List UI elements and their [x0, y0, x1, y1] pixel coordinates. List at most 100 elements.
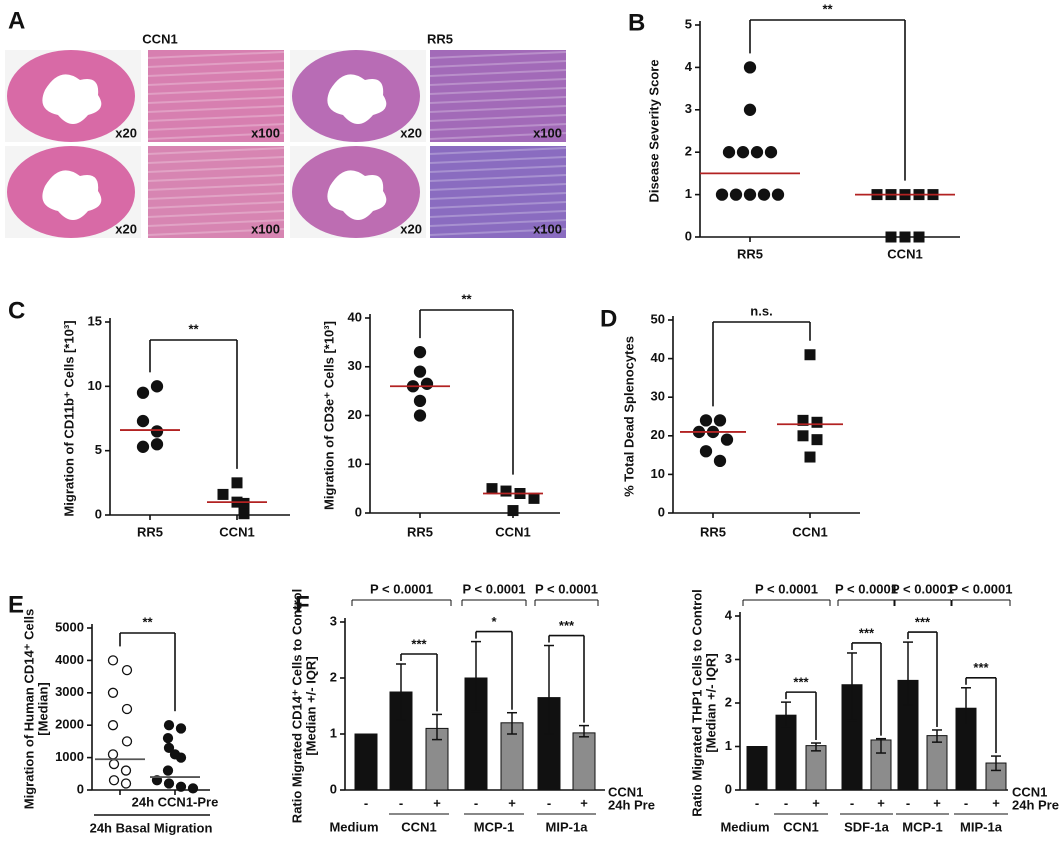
panel-letter: F — [295, 591, 310, 618]
error-bar — [432, 713, 442, 741]
fiber — [147, 132, 285, 140]
y-tick-label: 3 — [685, 101, 692, 116]
y-tick-label: 4000 — [55, 652, 84, 667]
data-point — [507, 505, 519, 517]
row-label: CCN1 — [608, 784, 643, 799]
x-tick-label: - — [755, 795, 759, 810]
y-tick-label: 0 — [355, 504, 362, 519]
y-tick-label: 0 — [685, 228, 692, 243]
significance-label: n.s. — [750, 303, 772, 318]
panel-letter: A — [8, 7, 25, 34]
data-point — [729, 188, 743, 201]
error-bar — [903, 641, 913, 706]
data-point — [528, 492, 540, 504]
row-label: 24h Pre — [608, 797, 655, 812]
fiber — [147, 183, 285, 191]
magnification: x20 — [400, 221, 422, 236]
y-tick-label: 0 — [658, 504, 665, 519]
data-point — [120, 765, 132, 776]
data-point — [713, 454, 727, 468]
data-point — [107, 655, 119, 666]
data-point — [151, 775, 163, 786]
x-tick-label: + — [992, 795, 1000, 810]
x-tick-label: - — [364, 795, 368, 810]
error-bar — [507, 711, 517, 735]
x-tick-label: CCN1 — [887, 246, 922, 261]
data-point — [722, 146, 736, 159]
data-point — [757, 188, 771, 201]
group-label: MCP-1 — [474, 819, 514, 834]
significance-label: *** — [411, 636, 427, 651]
data-point — [175, 723, 187, 734]
fiber — [147, 69, 285, 77]
magnification: x20 — [115, 221, 137, 236]
fiber — [429, 147, 567, 155]
fiber — [147, 228, 285, 236]
data-point — [804, 349, 816, 361]
fiber — [429, 201, 567, 209]
ventricle-lumen — [42, 74, 102, 124]
y-tick-label: 10 — [348, 456, 362, 471]
data-point — [713, 414, 727, 427]
group-label: Medium — [720, 819, 769, 834]
fiber — [429, 192, 567, 200]
histology-image — [430, 146, 566, 238]
error-bar — [811, 742, 821, 752]
y-axis-label: Migration of Human CD14⁺ Cells — [21, 609, 36, 809]
error-bar — [471, 640, 481, 713]
data-point — [804, 451, 816, 463]
y-tick-label: 30 — [348, 358, 362, 373]
significance-label: *** — [973, 660, 989, 675]
data-point — [413, 345, 427, 359]
y-tick-label: 4 — [685, 59, 693, 74]
data-point — [163, 720, 175, 731]
error-bar — [932, 729, 942, 743]
histology-image — [148, 50, 284, 142]
data-point — [764, 146, 778, 159]
panel-letter: C — [8, 297, 25, 324]
x-tick-label: + — [433, 795, 441, 810]
magnification: x100 — [251, 125, 280, 140]
data-point — [238, 508, 250, 520]
data-point — [699, 445, 713, 458]
p-value: P < 0.0001 — [835, 581, 898, 596]
y-tick-label: 20 — [348, 407, 362, 422]
data-point — [231, 477, 243, 489]
y-tick-label: 1 — [725, 738, 732, 753]
fiber — [429, 123, 567, 131]
fiber — [147, 165, 285, 173]
fiber — [147, 114, 285, 122]
data-point — [500, 485, 512, 497]
y-tick-label: 2000 — [55, 717, 84, 732]
y-axis-label: [Median +/- IQR] — [303, 656, 318, 755]
data-point — [885, 231, 897, 243]
significance-label: *** — [915, 615, 931, 630]
histology-image — [148, 146, 284, 238]
y-tick-label: 20 — [651, 427, 665, 442]
x-tick-label: + — [580, 795, 588, 810]
fiber — [429, 69, 567, 77]
y-tick-label: 2 — [725, 694, 732, 709]
error-bar — [544, 644, 554, 735]
fiber — [147, 156, 285, 164]
data-point — [720, 433, 734, 446]
significance-label: ** — [142, 614, 153, 629]
x-tick-label: - — [784, 795, 788, 810]
data-point — [121, 736, 133, 747]
magnification: x20 — [400, 125, 422, 140]
histology-title: RR5 — [427, 31, 453, 46]
p-value: P < 0.0001 — [370, 581, 433, 596]
magnification: x100 — [533, 125, 562, 140]
x-tick-label: RR5 — [700, 524, 726, 539]
y-tick-label: 3 — [725, 651, 732, 666]
fiber — [429, 183, 567, 191]
data-point — [175, 752, 187, 763]
data-point — [121, 703, 133, 715]
data-point — [771, 188, 785, 201]
fiber — [429, 132, 567, 140]
y-tick-label: 5 — [685, 16, 692, 31]
p-value: P < 0.0001 — [755, 581, 818, 596]
error-bar — [847, 652, 857, 722]
fiber — [147, 192, 285, 200]
